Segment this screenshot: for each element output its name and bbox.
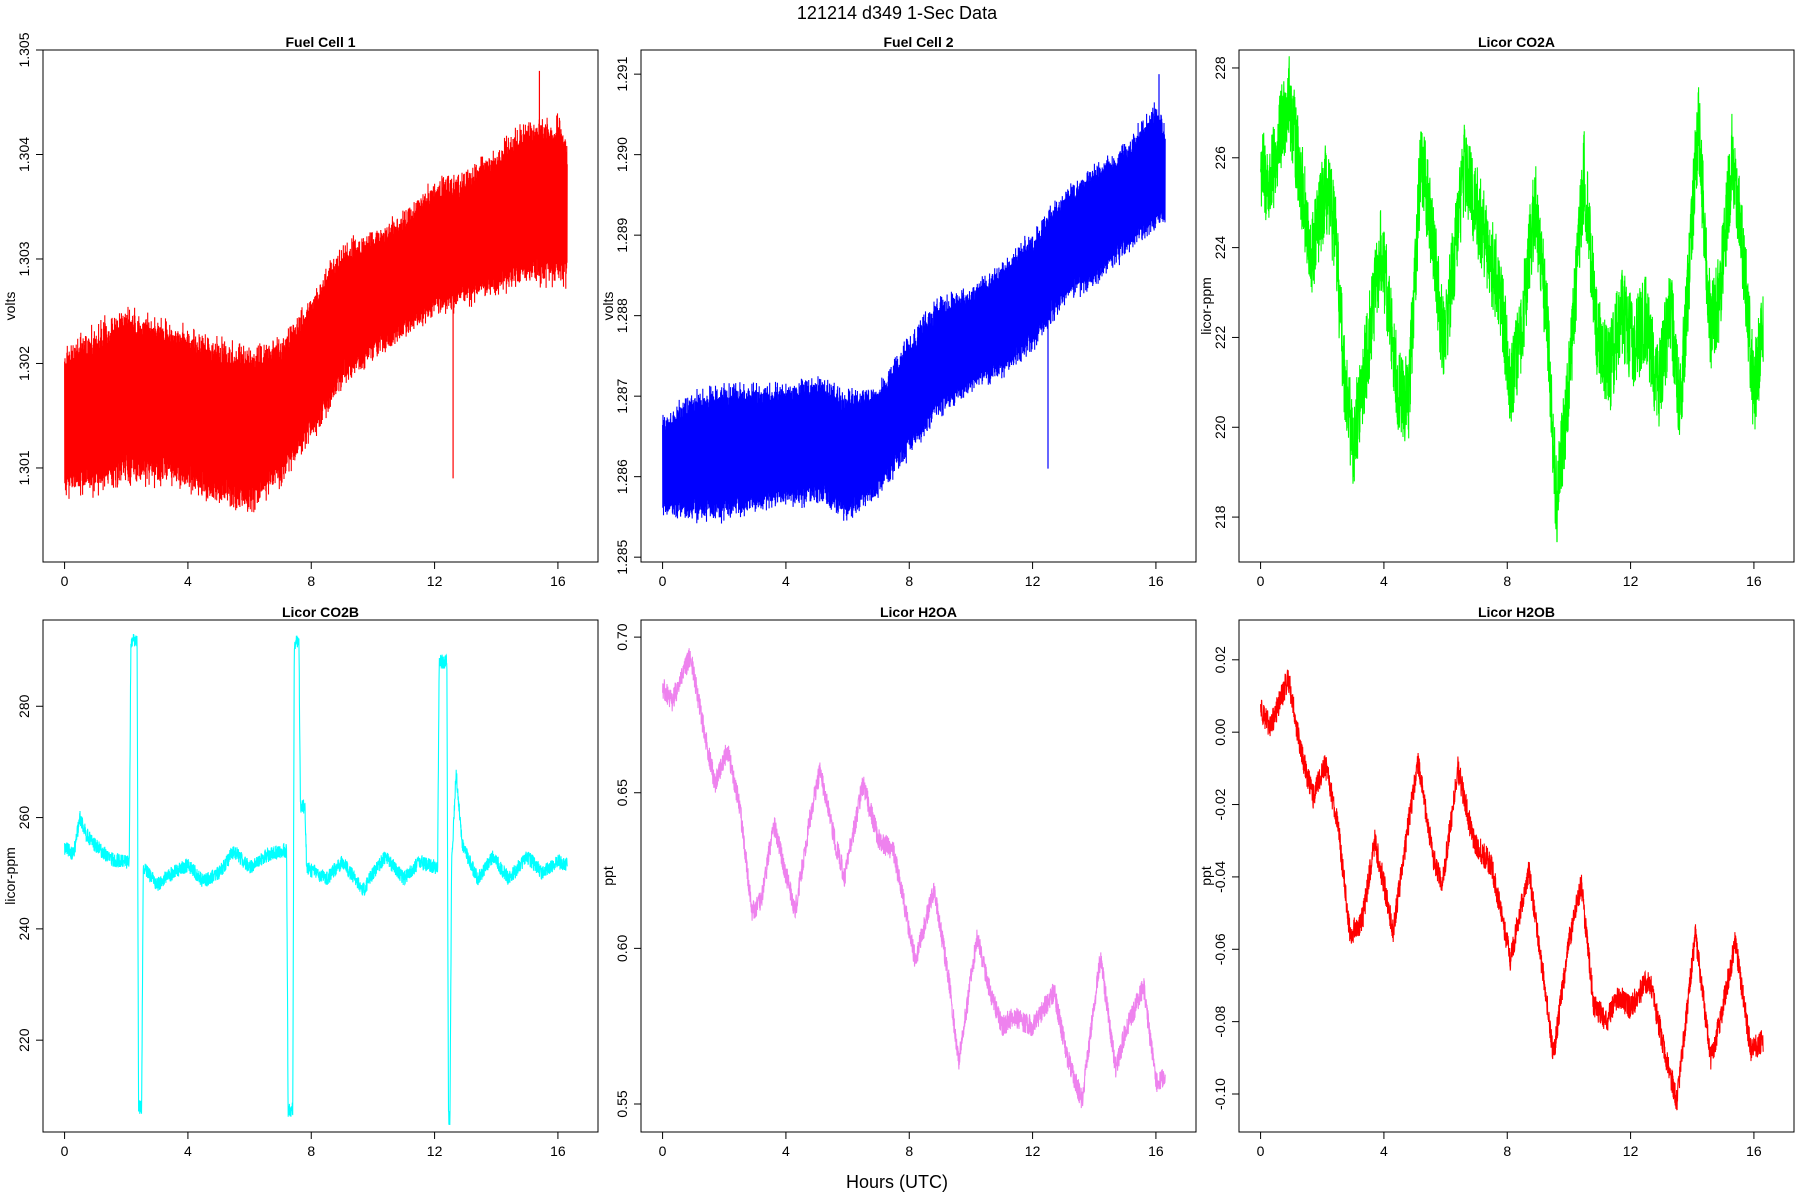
licor-co2b-x-tick-label: 16 xyxy=(550,1143,566,1159)
licor-co2b-y-tick-label: 240 xyxy=(16,917,32,941)
fuel-cell-1-x-tick-label: 12 xyxy=(427,573,443,589)
fuel-cell-1-y-tick-label: 1.302 xyxy=(16,346,32,381)
licor-co2b-x-tick-label: 12 xyxy=(427,1143,443,1159)
licor-h2ob-x-tick-label: 8 xyxy=(1503,1143,1511,1159)
licor-h2ob-y-tick-label: -0.08 xyxy=(1212,1005,1228,1037)
licor-co2b-series-line xyxy=(64,633,568,1126)
licor-h2oa-y-tick-label: 0.55 xyxy=(614,1090,630,1117)
licor-h2oa-y-tick-label: 0.65 xyxy=(614,779,630,806)
fuel-cell-2-y-tick-label: 1.286 xyxy=(614,459,630,494)
licor-h2ob-x-tick-label: 0 xyxy=(1257,1143,1265,1159)
fuel-cell-1-y-tick-label: 1.305 xyxy=(16,32,32,67)
licor-co2a-x-tick-label: 12 xyxy=(1623,573,1639,589)
licor-co2a-y-tick-label: 218 xyxy=(1212,505,1228,529)
fuel-cell-2-y-tick-label: 1.289 xyxy=(614,217,630,252)
fuel-cell-1-y-tick-label: 1.301 xyxy=(16,450,32,485)
licor-co2a-y-tick-label: 224 xyxy=(1212,236,1228,260)
licor-co2b-title: Licor CO2B xyxy=(282,604,359,620)
licor-co2b-x-tick-label: 4 xyxy=(184,1143,192,1159)
fuel-cell-2-title: Fuel Cell 2 xyxy=(883,34,953,50)
licor-co2a-y-tick-label: 222 xyxy=(1212,326,1228,350)
licor-co2a-y-tick-label: 226 xyxy=(1212,146,1228,170)
fuel-cell-2-y-tick-label: 1.285 xyxy=(614,539,630,574)
licor-h2ob-y-tick-label: -0.04 xyxy=(1212,861,1228,893)
licor-h2ob-series-line xyxy=(1260,669,1764,1111)
licor-h2ob-x-tick-label: 12 xyxy=(1623,1143,1639,1159)
licor-h2oa-plot-frame xyxy=(640,619,1197,1133)
fuel-cell-1-series-line xyxy=(64,113,568,513)
licor-h2ob-title: Licor H2OB xyxy=(1478,604,1555,620)
chart-fuel-cell-2: 0 4 8 12 16 1.285 1.286 1.287 1.288 1.289 1.290 1.2… xyxy=(600,34,1197,589)
licor-co2a-y-tick-label: 220 xyxy=(1212,415,1228,439)
fuel-cell-2-y-tick-label: 1.288 xyxy=(614,298,630,333)
x-axis-label: Hours (UTC) xyxy=(846,1172,948,1192)
licor-co2b-y-tick-label: 220 xyxy=(16,1028,32,1052)
licor-h2ob-y-tick-label: 0.00 xyxy=(1212,718,1228,745)
licor-h2oa-title: Licor H2OA xyxy=(880,604,957,620)
fuel-cell-1-title: Fuel Cell 1 xyxy=(285,34,355,50)
chart-licor-co2a: 0 4 8 12 16 218 220 222 224 226 228 Licor CO2A licor… xyxy=(1198,34,1795,589)
licor-co2a-y-axis-label: licor-ppm xyxy=(1198,277,1214,335)
licor-h2oa-y-axis-label: ppt xyxy=(600,866,616,886)
fuel-cell-2-x-tick-label: 4 xyxy=(782,573,790,589)
licor-h2oa-y-tick-label: 0.70 xyxy=(614,623,630,650)
licor-h2ob-x-tick-label: 4 xyxy=(1380,1143,1388,1159)
licor-h2ob-y-tick-label: -0.02 xyxy=(1212,788,1228,820)
licor-co2a-series-line xyxy=(1260,56,1764,543)
fuel-cell-1-x-tick-label: 0 xyxy=(61,573,69,589)
licor-co2b-y-tick-label: 280 xyxy=(16,694,32,718)
fuel-cell-2-x-tick-label: 12 xyxy=(1025,573,1041,589)
fuel-cell-2-y-tick-label: 1.290 xyxy=(614,137,630,172)
licor-co2a-x-tick-label: 0 xyxy=(1257,573,1265,589)
licor-co2b-x-tick-label: 0 xyxy=(61,1143,69,1159)
licor-h2ob-x-tick-label: 16 xyxy=(1746,1143,1762,1159)
chart-licor-h2ob: 0 4 8 12 16 -0.10 -0.08 -0.06 -0.04 -0.02 0.00 0.02… xyxy=(1198,604,1795,1159)
licor-h2oa-x-tick-label: 0 xyxy=(659,1143,667,1159)
fuel-cell-1-x-tick-label: 16 xyxy=(550,573,566,589)
licor-co2b-y-axis-label: licor-ppm xyxy=(2,847,18,905)
fuel-cell-1-x-tick-label: 8 xyxy=(307,573,315,589)
fuel-cell-2-y-tick-label: 1.291 xyxy=(614,56,630,91)
licor-co2b-x-tick-label: 8 xyxy=(307,1143,315,1159)
chart-fuel-cell-1: 0 4 8 12 16 1.301 1.302 1.303 1.304 1.305 Fuel Cel… xyxy=(2,32,599,589)
fuel-cell-2-x-tick-label: 8 xyxy=(905,573,913,589)
licor-co2a-title: Licor CO2A xyxy=(1478,34,1555,50)
licor-co2a-x-tick-label: 8 xyxy=(1503,573,1511,589)
licor-h2oa-x-tick-label: 8 xyxy=(905,1143,913,1159)
fuel-cell-2-series-line xyxy=(662,102,1166,524)
fuel-cell-1-x-tick-label: 4 xyxy=(184,573,192,589)
licor-co2a-x-tick-label: 4 xyxy=(1380,573,1388,589)
licor-h2oa-x-tick-label: 16 xyxy=(1148,1143,1164,1159)
licor-h2oa-y-tick-label: 0.60 xyxy=(614,935,630,962)
licor-co2b-y-tick-label: 260 xyxy=(16,806,32,830)
licor-h2oa-series-line xyxy=(662,648,1166,1109)
licor-h2ob-y-tick-label: -0.06 xyxy=(1212,933,1228,965)
fuel-cell-2-x-tick-label: 0 xyxy=(659,573,667,589)
fuel-cell-2-x-tick-label: 16 xyxy=(1148,573,1164,589)
figure-title: 121214 d349 1-Sec Data xyxy=(797,3,998,23)
licor-h2ob-y-tick-label: 0.02 xyxy=(1212,646,1228,673)
licor-h2ob-y-tick-label: -0.10 xyxy=(1212,1078,1228,1110)
chart-licor-h2oa: 0 4 8 12 16 0.55 0.60 0.65 0.70 Licor H2OA ppt xyxy=(600,604,1197,1159)
fuel-cell-1-y-tick-label: 1.303 xyxy=(16,241,32,276)
licor-h2oa-x-tick-label: 4 xyxy=(782,1143,790,1159)
fuel-cell-1-y-tick-label: 1.304 xyxy=(16,137,32,172)
fuel-cell-2-y-axis-label: volts xyxy=(600,292,616,321)
fuel-cell-2-y-tick-label: 1.287 xyxy=(614,378,630,413)
chart-licor-co2b: 0 4 8 12 16 220 240 260 280 Licor CO2B licor-ppm xyxy=(2,604,599,1159)
licor-co2a-x-tick-label: 16 xyxy=(1746,573,1762,589)
licor-h2oa-x-tick-label: 12 xyxy=(1025,1143,1041,1159)
licor-co2a-y-tick-label: 228 xyxy=(1212,56,1228,80)
fuel-cell-1-y-axis-label: volts xyxy=(2,292,18,321)
licor-h2ob-y-axis-label: ppt xyxy=(1198,866,1214,886)
